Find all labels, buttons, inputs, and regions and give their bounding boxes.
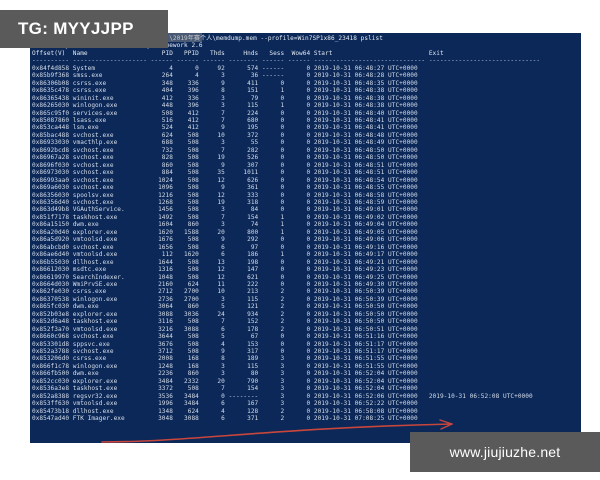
process-row: 0x86306b08 csrss.exe 348 336 9 411 0 0 2… <box>32 79 429 87</box>
process-row: 0x865fc030 dwm.exe 3064 860 5 121 2 0 20… <box>32 303 429 311</box>
process-row: 0x86356d40 svchost.exe 1268 508 19 318 0… <box>32 198 429 206</box>
process-row: 0x865c95f0 services.exe 508 412 7 224 0 … <box>32 109 429 117</box>
process-row: 0x86a5d920 vmtoolsd.exe 1676 508 9 292 0… <box>32 236 429 244</box>
process-row: 0x8660c968 svchost.exe 3644 508 5 67 0 0… <box>32 333 429 341</box>
process-row: 0x86356030 spoolsv.exe 1216 508 12 333 0… <box>32 191 429 199</box>
process-row: 0x8696f030 svchost.exe 860 508 9 307 0 0… <box>32 161 429 169</box>
process-row: 0x86a20d40 explorer.exe 1620 1588 20 800… <box>32 228 429 236</box>
process-row: 0x853ca448 lsm.exe 524 412 9 195 0 0 201… <box>32 124 429 132</box>
process-row: 0x853206d0 csrss.exe 2008 168 8 189 3 0 … <box>32 355 429 363</box>
process-row: 0x853301d8 sppsvc.exe 3676 508 4 153 0 0… <box>32 340 429 348</box>
process-row: 0x86ae6d40 vmtoolsd.exe 112 1620 6 186 1… <box>32 251 429 259</box>
process-row: 0x86619970 SearchIndexer. 1048 508 12 62… <box>32 273 429 281</box>
process-row: 0x84f4d858 System 4 0 92 574 ------ 0 20… <box>32 64 429 72</box>
process-row: 0x86993aa0 svchost.exe 1024 508 12 626 0… <box>32 176 429 184</box>
process-row: 0x8664d030 WmiPrvSE.exe 2160 624 11 222 … <box>32 280 429 288</box>
process-row: 0x853ff630 vmtoolsd.exe 1996 3484 6 167 … <box>32 400 429 408</box>
process-row: 0x86365438 wininit.exe 412 336 3 79 0 0 … <box>32 94 429 102</box>
process-row: 0x8536a3e8 taskhost.exe 3372 508 7 154 3… <box>32 385 429 393</box>
process-row: 0x85b9f368 smss.exe 264 4 3 36 ------ 0 … <box>32 72 429 80</box>
process-row: 0x852a3788 svchost.exe 3712 508 9 317 0 … <box>32 348 429 356</box>
table-separator-row: ---------- -------------------- ------ -… <box>32 57 541 65</box>
process-row: 0x85087860 lsass.exe 516 412 7 680 0 0 2… <box>32 116 429 124</box>
process-row: 0x852d6a48 taskhost.exe 3116 508 7 152 2… <box>32 318 429 326</box>
watermark-top-badge: TG: MYYJJPP <box>0 10 168 48</box>
process-row: 0x866f1c78 winlogon.exe 1248 168 3 115 3… <box>32 362 429 370</box>
console-output: PS E:\> & '.\volatility(1).exe' -f E:\20… <box>32 35 581 423</box>
process-row: 0x862fe030 csrss.exe 2712 2700 10 213 2 … <box>32 288 429 296</box>
table-header-row: Offset(V) Name PID PPID Thds Hnds Sess W… <box>32 49 444 57</box>
process-row: 0x86265030 winlogon.exe 448 396 3 115 1 … <box>32 102 429 110</box>
process-row: 0x852cc030 explorer.exe 3484 2332 20 790… <box>32 377 429 385</box>
process-row: 0x852b03e8 explorer.exe 3088 3036 24 934… <box>32 310 429 318</box>
process-row: 0x863d49b8 VGAuthService. 1456 508 3 84 … <box>32 206 429 214</box>
process-row: 0x852f3a70 vmtoolsd.exe 3216 3088 6 178 … <box>32 325 429 333</box>
process-row: 0x86933030 vmacthlp.exe 688 508 3 55 0 0… <box>32 139 429 147</box>
process-row: 0x86973030 svchost.exe 884 508 35 1011 0… <box>32 169 429 177</box>
process-row: 0x852a8388 regsvr32.exe 3536 3484 0 ----… <box>32 392 533 400</box>
process-row: 0x86a15150 dwm.exe 1604 860 3 74 1 0 201… <box>32 221 429 229</box>
process-row: 0x8547ad40 FTK Imager.exe 3048 3088 6 37… <box>32 415 429 423</box>
process-row: 0x869a6030 svchost.exe 1096 508 9 361 0 … <box>32 184 429 192</box>
process-row: 0x86612030 msdtc.exe 1316 508 12 147 0 0… <box>32 266 429 274</box>
volatility-terminal-window: PS E:\> & '.\volatility(1).exe' -f E:\20… <box>30 33 581 443</box>
process-row: 0x86967a28 svchost.exe 828 508 19 526 0 … <box>32 154 429 162</box>
watermark-top-label: TG: MYYJJPP <box>18 19 134 38</box>
watermark-bottom-badge: www.jiujiuzhe.net <box>410 432 600 472</box>
process-row: 0x86abcbd0 svchost.exe 1656 508 6 97 0 0… <box>32 243 429 251</box>
process-row: 0x85bac488 svchost.exe 624 508 10 372 0 … <box>32 131 429 139</box>
watermark-bottom-label: www.jiujiuzhe.net <box>449 444 561 460</box>
process-row: 0x85473b18 dllhost.exe 1348 624 4 128 2 … <box>32 407 429 415</box>
process-row: 0x86370538 winlogon.exe 2736 2700 3 115 … <box>32 295 429 303</box>
process-row: 0x851f7178 taskhost.exe 1492 508 7 154 1… <box>32 213 429 221</box>
process-row: 0x86b55030 dllhost.exe 1644 508 13 198 0… <box>32 258 429 266</box>
process-row: 0x8635c478 csrss.exe 404 396 8 151 1 0 2… <box>32 87 429 95</box>
process-row: 0x8692bcd8 svchost.exe 732 508 7 282 0 0… <box>32 146 429 154</box>
process-row: 0x866fb500 dwm.exe 2236 860 3 80 3 0 201… <box>32 370 429 378</box>
process-list-rows: 0x84f4d858 System 4 0 92 574 ------ 0 20… <box>32 65 581 423</box>
